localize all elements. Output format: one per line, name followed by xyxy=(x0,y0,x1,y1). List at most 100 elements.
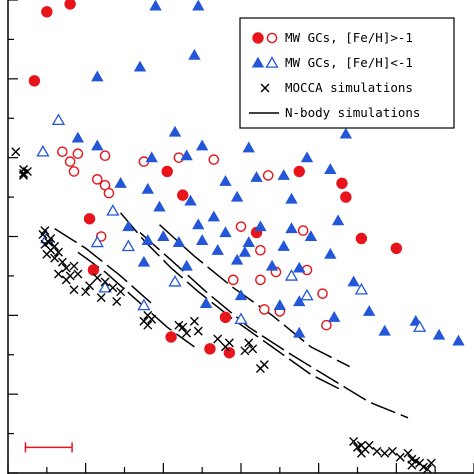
data-point-filled-triangle xyxy=(219,226,232,238)
data-point-filled-circle xyxy=(204,343,216,355)
data-point-cross xyxy=(69,285,79,295)
data-point-filled-triangle xyxy=(141,234,154,245)
data-point-open-triangle xyxy=(98,280,112,293)
data-point-cross xyxy=(395,452,405,462)
data-point-open-circle xyxy=(99,150,111,161)
data-point-cross xyxy=(240,346,250,356)
data-point-filled-triangle xyxy=(234,289,248,301)
data-point-cross xyxy=(403,448,413,458)
data-point-cross xyxy=(372,446,382,456)
data-point-cross xyxy=(81,287,91,297)
data-point-cross xyxy=(100,277,110,287)
data-point-cross xyxy=(112,297,122,307)
data-point-open-circle xyxy=(255,274,266,286)
data-point-filled-circle xyxy=(336,177,348,189)
data-point-filled-triangle xyxy=(199,297,213,309)
nbody-line xyxy=(139,232,409,419)
data-point-filled-triangle xyxy=(168,125,182,137)
data-point-filled-triangle xyxy=(157,230,170,242)
data-point-cross xyxy=(407,460,417,470)
data-point-filled-triangle xyxy=(184,194,197,206)
data-point-cross xyxy=(50,253,60,263)
data-point-filled-triangle xyxy=(192,0,205,11)
data-point-filled-triangle xyxy=(172,236,186,247)
data-point-cross xyxy=(143,320,153,330)
data-point-filled-triangle xyxy=(149,0,162,11)
data-point-filled-triangle xyxy=(293,295,306,307)
data-point-filled-triangle xyxy=(293,326,306,338)
data-point-open-triangle xyxy=(284,269,299,281)
data-point-filled-circle xyxy=(87,264,100,276)
data-point-filled-triangle xyxy=(250,171,263,182)
data-points xyxy=(11,0,465,474)
data-point-filled-circle xyxy=(177,189,189,201)
data-point-open-circle xyxy=(57,146,68,158)
data-point-filled-triangle xyxy=(133,60,147,72)
legend-marker-filled-triangle xyxy=(251,56,265,68)
data-point-filled-circle xyxy=(64,0,76,10)
data-point-cross xyxy=(349,436,359,446)
data-point-filled-triangle xyxy=(180,259,193,271)
legend-marker-open-circle xyxy=(266,32,278,44)
data-point-filled-triangle xyxy=(230,253,244,265)
data-point-filled-triangle xyxy=(331,214,345,226)
data-point-filled-triangle xyxy=(293,261,306,273)
data-point-filled-triangle xyxy=(452,334,465,346)
data-point-filled-circle xyxy=(340,191,352,203)
legend-label-mocca: MOCCA simulations xyxy=(285,80,413,95)
data-point-filled-triangle xyxy=(153,200,166,212)
data-point-cross xyxy=(426,458,436,468)
data-point-filled-triangle xyxy=(347,275,360,287)
data-point-open-circle xyxy=(235,221,247,232)
data-point-filled-triangle xyxy=(362,305,376,316)
data-point-filled-triangle xyxy=(277,169,290,180)
data-point-cross xyxy=(38,230,48,240)
error-bar xyxy=(24,442,73,453)
data-point-open-circle xyxy=(262,170,274,181)
data-point-cross xyxy=(69,261,79,271)
data-point-cross xyxy=(53,247,63,257)
data-point-filled-triangle xyxy=(285,222,298,234)
data-point-filled-triangle xyxy=(324,163,337,175)
data-point-cross xyxy=(193,326,203,336)
data-point-open-circle xyxy=(297,225,309,236)
nbody-line xyxy=(54,227,153,305)
legend-marker-filled-circle xyxy=(252,32,264,44)
data-point-open-triangle xyxy=(137,298,151,311)
legend: MW GCs, [Fe/H]>-1 MW GCs, [Fe/H]<-1 MOCC… xyxy=(239,17,455,129)
data-point-filled-triangle xyxy=(378,324,391,336)
data-point-open-triangle xyxy=(234,312,248,325)
data-point-cross xyxy=(92,273,102,283)
data-point-open-circle xyxy=(68,166,80,177)
data-point-filled-circle xyxy=(161,165,173,178)
data-point-filled-triangle xyxy=(265,259,279,271)
data-point-open-triangle xyxy=(90,235,104,248)
data-point-open-circle xyxy=(321,319,332,331)
data-point-filled-triangle xyxy=(145,151,158,163)
data-point-open-circle xyxy=(317,288,328,299)
data-point-filled-triangle xyxy=(242,236,255,247)
data-point-open-circle xyxy=(72,148,84,160)
legend-label-mw-metal-poor: MW GCs, [Fe/H]<-1 xyxy=(285,55,413,70)
axis-ticks xyxy=(7,0,474,474)
data-point-cross xyxy=(387,446,397,456)
data-point-filled-triangle xyxy=(432,328,446,340)
data-point-filled-triangle xyxy=(285,192,298,204)
data-point-cross xyxy=(220,342,230,352)
data-point-cross xyxy=(248,344,258,354)
data-point-open-circle xyxy=(258,304,270,315)
legend-marker-cross xyxy=(260,83,270,93)
data-point-filled-triangle xyxy=(339,127,353,139)
data-point-cross xyxy=(213,334,223,344)
data-point-cross xyxy=(61,263,71,273)
nbody-line xyxy=(120,212,343,391)
legend-label-mw-metal-rich: MW GCs, [Fe/H]>-1 xyxy=(285,30,413,45)
data-point-filled-circle xyxy=(390,242,403,255)
data-point-cross xyxy=(19,170,29,180)
data-point-open-triangle xyxy=(413,320,427,332)
data-point-cross xyxy=(57,257,67,267)
data-point-filled-triangle xyxy=(219,175,232,186)
data-point-filled-triangle xyxy=(230,190,244,202)
data-point-cross xyxy=(11,147,21,157)
data-point-cross xyxy=(116,287,126,297)
